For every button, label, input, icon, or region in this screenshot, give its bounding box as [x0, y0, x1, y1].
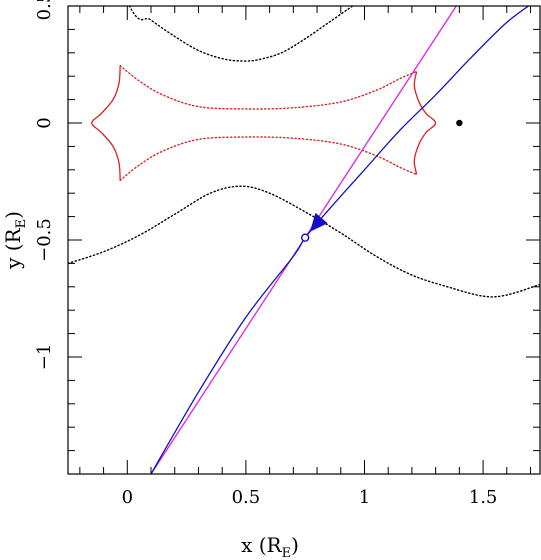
axis-ticks: [68, 5, 540, 475]
caustic-bottom-line: [119, 136, 418, 182]
trajectory-curved-line: [150, 6, 530, 474]
y-tick-label: 0.5: [34, 0, 55, 20]
source-point-marker: [456, 119, 463, 127]
current-position-marker: [300, 233, 310, 242]
x-tick-label: 1: [359, 487, 370, 508]
direction-arrow-icon: [309, 212, 328, 232]
markers: [300, 119, 463, 242]
y-tick-label: −1: [34, 344, 55, 371]
x-tick-label: 0.5: [232, 487, 261, 508]
y-tick-label: −0.5: [34, 218, 55, 262]
caustic-left-cusp-line: [91, 65, 121, 181]
x-tick-label: 0: [122, 487, 133, 508]
tick-labels: 0 0.5 1 1.5 0.5 0 −0.5 −1: [34, 0, 497, 508]
caustic-top-line: [119, 64, 418, 110]
x-axis-title: x (RE): [241, 533, 299, 560]
y-axis-title: y (RE): [1, 211, 29, 270]
x-tick-label: 1.5: [469, 487, 498, 508]
caustic-right-cusp-line: [413, 71, 437, 175]
critical-curve-lower-line: [68, 185, 540, 298]
y-tick-label: 0: [34, 117, 55, 128]
critical-curve-upper-line: [128, 6, 354, 62]
